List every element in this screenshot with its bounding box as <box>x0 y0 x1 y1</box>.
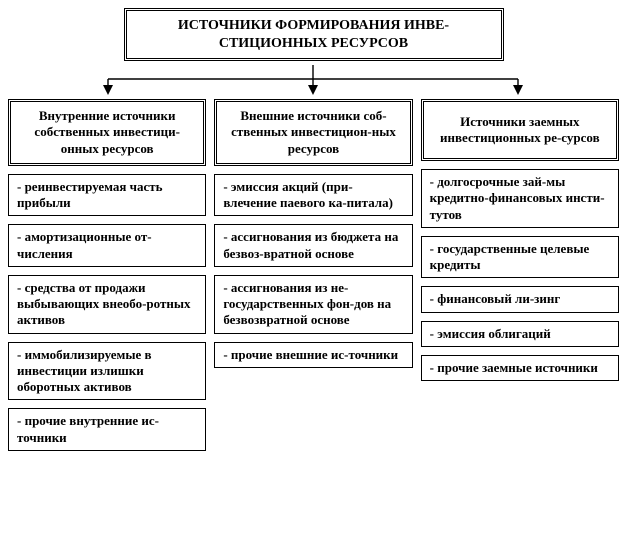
column-header: Внутренние источники собственных инвести… <box>8 99 206 166</box>
column-1: Внешние источники соб-ственных инвестици… <box>214 99 412 459</box>
list-item: - ассигнования из не-государственных фон… <box>214 275 412 334</box>
list-item: - государственные целевые кредиты <box>421 236 619 279</box>
list-item: - реинвестируемая часть прибыли <box>8 174 206 217</box>
list-item: - средства от продажи выбывающих внеобо-… <box>8 275 206 334</box>
columns-container: Внутренние источники собственных инвести… <box>8 99 619 459</box>
tree-connector <box>8 65 619 99</box>
column-0: Внутренние источники собственных инвести… <box>8 99 206 459</box>
list-item: - эмиссия облигаций <box>421 321 619 347</box>
list-item: - прочие заемные источники <box>421 355 619 381</box>
root-title: ИСТОЧНИКИ ФОРМИРОВАНИЯ ИНВЕ-СТИЦИОННЫХ Р… <box>124 8 504 61</box>
column-header: Источники заемных инвестиционных ре-сурс… <box>421 99 619 161</box>
list-item: - долгосрочные зай-мы кредитно-финансовы… <box>421 169 619 228</box>
list-item: - амортизационные от-числения <box>8 224 206 267</box>
list-item: - финансовый ли-зинг <box>421 286 619 312</box>
list-item: - эмиссия акций (при-влечение паевого ка… <box>214 174 412 217</box>
list-item: - прочие внутренние ис-точники <box>8 408 206 451</box>
column-header: Внешние источники соб-ственных инвестици… <box>214 99 412 166</box>
list-item: - ассигнования из бюджета на безвоз-врат… <box>214 224 412 267</box>
column-2: Источники заемных инвестиционных ре-сурс… <box>421 99 619 459</box>
list-item: - прочие внешние ис-точники <box>214 342 412 368</box>
list-item: - иммобилизируемые в инвестиции излишки … <box>8 342 206 401</box>
